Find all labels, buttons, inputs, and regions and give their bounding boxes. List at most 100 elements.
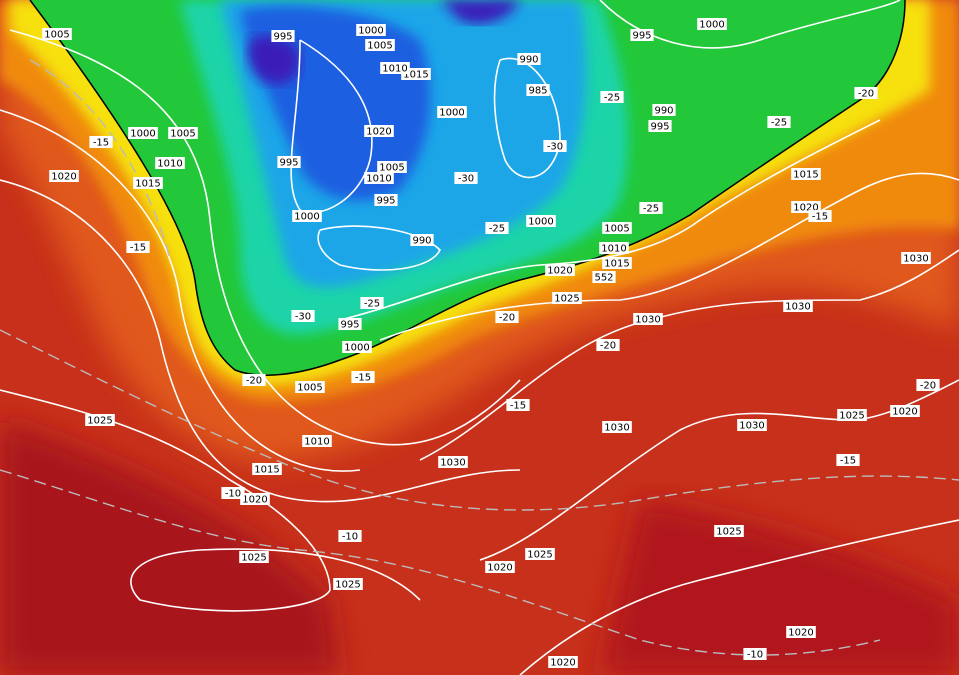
temperature-label-box [242, 374, 266, 386]
temperature-label-box [506, 399, 530, 411]
temperature-label-box [743, 648, 767, 660]
temperature-label-box [543, 140, 567, 152]
isobar-label-box [602, 421, 632, 433]
isobar-label-box [155, 157, 185, 169]
isobar-label: 1020 [487, 563, 512, 574]
isobar-label-box [240, 493, 270, 505]
isobar-label: 1005 [367, 41, 392, 52]
isobar-label-box [271, 30, 295, 42]
contour-labels: 1005 995100010051015101099098510001020100… [42, 18, 940, 669]
isobar-label: 1015 [403, 70, 428, 81]
isobar-label: 1000 [439, 108, 464, 119]
isobar-label-box [342, 341, 372, 353]
temperature-label-box [89, 136, 113, 148]
isobar-label: 1025 [241, 553, 266, 564]
isobar-label: 1025 [554, 294, 579, 305]
temperature-label-box [600, 91, 624, 103]
isobar-label: 1020 [788, 628, 813, 639]
isobar-label: 1000 [358, 26, 383, 37]
isobar-label-box [295, 381, 325, 393]
geopotential-label-box [592, 271, 616, 283]
temperature-label: -20 [499, 313, 515, 324]
isobar-label: 1000 [130, 129, 155, 140]
isobar-label: 1000 [344, 343, 369, 354]
isobar-label-box [526, 215, 556, 227]
isobar-label-box [737, 419, 767, 431]
temperature-label-box [360, 297, 384, 309]
isobar-label: 1005 [379, 163, 404, 174]
isobar-label: 1005 [44, 30, 69, 41]
isobar-label-box [364, 172, 394, 184]
isobar-label: 1000 [699, 20, 724, 31]
isobar-label-box [374, 194, 398, 206]
temperature-label: -15 [130, 243, 146, 254]
isobar-label: 1020 [366, 127, 391, 138]
temperature-label-box [291, 310, 315, 322]
temperature-label: -25 [364, 299, 380, 310]
isobar-label: 995 [340, 320, 359, 331]
isobar-label-box [652, 104, 676, 116]
temperature-label-box [596, 339, 620, 351]
isobar-label-box [633, 313, 663, 325]
isobar-label-box [602, 257, 632, 269]
isobar-label: 1030 [440, 458, 465, 469]
temperature-label: -30 [547, 142, 563, 153]
isobar-label-box [49, 170, 79, 182]
isobar-label: 985 [528, 86, 547, 97]
isobar-label-box [791, 168, 821, 180]
temperature-label-box [916, 379, 940, 391]
isobar-label-box [786, 626, 816, 638]
isobar-label: 990 [519, 55, 538, 66]
isobar-label: 990 [412, 236, 431, 247]
isobar-label: 995 [279, 158, 298, 169]
temperature-label: -30 [295, 312, 311, 323]
temperature-label-box [836, 454, 860, 466]
temperature-label: -20 [600, 341, 616, 352]
isobar-label: 1010 [304, 437, 329, 448]
isobar-label: 1010 [157, 159, 182, 170]
isobar-label: 1015 [793, 170, 818, 181]
isobar-label: 995 [632, 31, 651, 42]
isobar-label: 1005 [170, 129, 195, 140]
isobar-label-box [277, 156, 301, 168]
isobar-label-box [548, 656, 578, 668]
isotherms [0, 59, 959, 656]
isobar-label: 1030 [739, 421, 764, 432]
isobar-label-box [42, 28, 72, 40]
isobar-label: 1025 [839, 411, 864, 422]
isobar-label: 1030 [604, 423, 629, 434]
temperature-label-box [454, 172, 478, 184]
isobar-label: 1020 [242, 495, 267, 506]
isobar-label: 1010 [601, 244, 626, 255]
isobar-label-box [252, 463, 282, 475]
isobar-label-box [783, 300, 813, 312]
isobar-label: 1010 [382, 64, 407, 75]
isobar-label-box [837, 409, 867, 421]
temperature-label: -10 [225, 489, 241, 500]
isobar-label: 995 [650, 122, 669, 133]
temperature-label: -10 [342, 532, 358, 543]
temperature-label: -10 [747, 650, 763, 661]
isobar-label-box [239, 551, 269, 563]
temperature-label-box [808, 210, 832, 222]
temperature-label-box [338, 530, 362, 542]
isobar-label: 1015 [254, 465, 279, 476]
temperature-label: -20 [920, 381, 936, 392]
isobar-label: 1020 [547, 266, 572, 277]
geopotential-label: 552 [594, 273, 613, 284]
isobar-label-box [599, 242, 629, 254]
isobar-label-box [526, 84, 550, 96]
isobar-label: 1025 [335, 580, 360, 591]
isobar-label-box [602, 222, 632, 234]
isobar-label: 990 [654, 106, 673, 117]
isobar-label-box [128, 127, 158, 139]
isobar-label-box [545, 264, 575, 276]
isobar-label-box [437, 106, 467, 118]
isobar-label-box [333, 578, 363, 590]
isobar-label-box [356, 24, 386, 36]
temperature-label-box [126, 241, 150, 253]
isobar-label-box [648, 120, 672, 132]
isobar-label-box [901, 252, 931, 264]
